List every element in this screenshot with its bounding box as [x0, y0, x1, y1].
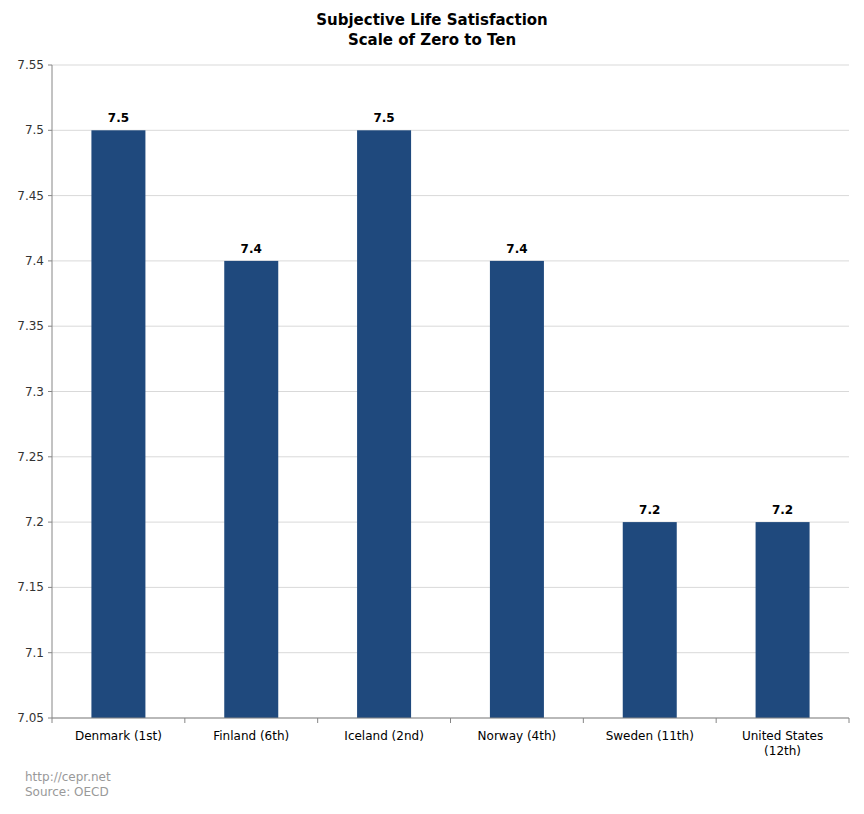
data-label: 7.2 — [772, 503, 793, 517]
x-tick-label: Norway (4th) — [478, 729, 557, 743]
x-tick-label: Denmark (1st) — [75, 729, 162, 743]
bar — [224, 261, 278, 718]
y-tick — [48, 456, 52, 457]
grid-line — [52, 195, 849, 196]
grid-line — [52, 391, 849, 392]
x-tick — [849, 718, 850, 723]
bar — [91, 130, 145, 718]
grid-line — [52, 65, 849, 66]
y-tick-label: 7.35 — [17, 319, 44, 333]
y-tick-label: 7.4 — [25, 254, 44, 268]
y-tick — [48, 522, 52, 523]
x-tick-label: United States(12th) — [742, 729, 823, 758]
subtitle: Scale of Zero to Ten — [348, 31, 516, 49]
y-tick — [48, 587, 52, 588]
bar — [357, 130, 411, 718]
y-tick-label: 7.25 — [17, 450, 44, 464]
x-tick — [450, 718, 451, 723]
grid-line — [52, 260, 849, 261]
x-tick-label: Sweden (11th) — [606, 729, 694, 743]
grid-line — [52, 587, 849, 588]
data-label: 7.4 — [241, 242, 262, 256]
y-tick — [48, 260, 52, 261]
data-label: 7.5 — [108, 111, 129, 125]
data-label: 7.4 — [506, 242, 527, 256]
y-tick-label: 7.5 — [25, 123, 44, 137]
y-tick-label: 7.15 — [17, 580, 44, 594]
x-tick-label: Finland (6th) — [213, 729, 289, 743]
bar — [623, 522, 677, 718]
grid-line — [52, 522, 849, 523]
title: Subjective Life Satisfaction — [316, 11, 548, 29]
x-tick — [716, 718, 717, 723]
grid-line — [52, 326, 849, 327]
annotation: http://cepr.net — [25, 770, 111, 784]
y-tick-label: 7.1 — [25, 646, 44, 660]
y-tick-label: 7.45 — [17, 189, 44, 203]
y-tick-label: 7.05 — [17, 711, 44, 725]
y-tick — [48, 130, 52, 131]
y-axis — [52, 65, 53, 718]
data-label: 7.2 — [639, 503, 660, 517]
data-label: 7.5 — [373, 111, 394, 125]
y-tick — [48, 391, 52, 392]
y-tick-label: 7.3 — [25, 385, 44, 399]
annotation: Source: OECD — [25, 785, 109, 799]
y-tick-label: 7.2 — [25, 515, 44, 529]
grid-line — [52, 456, 849, 457]
y-tick — [48, 652, 52, 653]
y-tick — [48, 718, 52, 719]
bar — [490, 261, 544, 718]
y-tick — [48, 326, 52, 327]
x-tick-label-line: (12th) — [764, 744, 801, 758]
x-tick — [184, 718, 185, 723]
chart: Subjective Life Satisfaction Scale of Zer… — [0, 0, 864, 814]
bars — [91, 130, 809, 718]
grid-line — [52, 130, 849, 131]
bar — [756, 522, 810, 718]
x-tick — [52, 718, 53, 723]
y-tick — [48, 195, 52, 196]
y-tick — [48, 65, 52, 66]
y-tick-label: 7.55 — [17, 58, 44, 72]
x-tick — [583, 718, 584, 723]
x-tick-label: Iceland (2nd) — [344, 729, 423, 743]
x-tick — [317, 718, 318, 723]
x-tick-label-line: United States — [742, 729, 823, 743]
grid-line — [52, 652, 849, 653]
